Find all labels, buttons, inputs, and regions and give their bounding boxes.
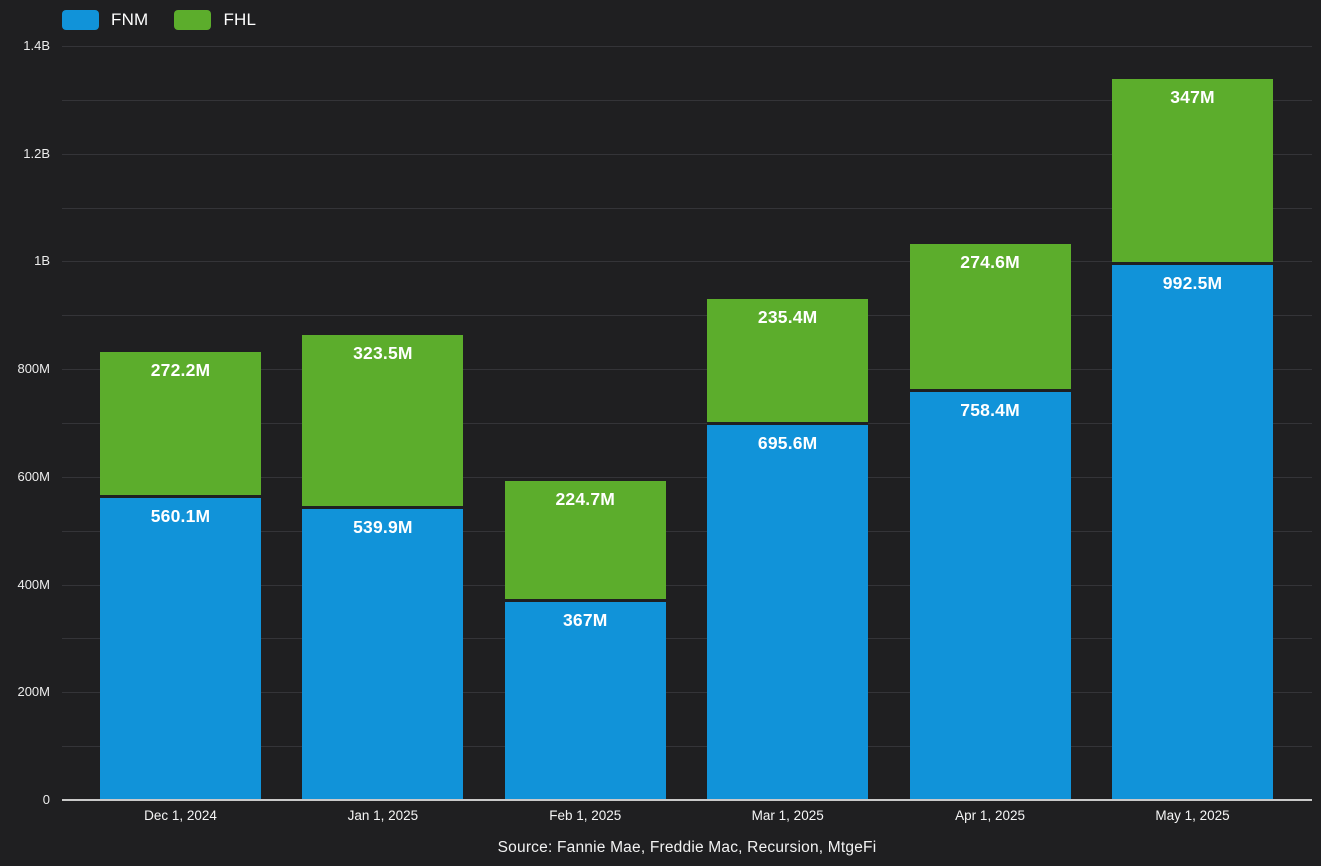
gridline (62, 530, 1312, 532)
gridline (62, 153, 1312, 155)
bar-segment-fnm[interactable] (707, 425, 869, 800)
gridline (62, 746, 1312, 748)
gridline (62, 476, 1312, 478)
legend: FNM FHL (62, 10, 256, 30)
y-axis-tick-label: 600M (17, 468, 50, 484)
gridline (62, 207, 1312, 209)
gridline (62, 584, 1312, 586)
gridline (62, 315, 1312, 317)
gridline (62, 261, 1312, 263)
legend-item-fnm[interactable]: FNM (62, 10, 148, 30)
bar-segment-fhl[interactable] (707, 298, 869, 426)
bar-segment-fhl[interactable] (1112, 78, 1273, 266)
legend-label-fnm: FNM (111, 10, 149, 29)
x-axis-label: Jan 1, 2025 (347, 808, 419, 823)
gridline (62, 99, 1312, 101)
legend-swatch-fhl-icon (174, 10, 212, 30)
bar-segment-fhl[interactable] (302, 334, 464, 510)
gridline (62, 692, 1312, 694)
legend-swatch-fnm-icon (62, 10, 99, 30)
x-axis-label: Feb 1, 2025 (549, 808, 622, 823)
x-axis-label: Mar 1, 2025 (751, 808, 824, 823)
x-axis-label: May 1, 2025 (1155, 808, 1230, 823)
y-axis-tick-label: 1.2B (23, 145, 50, 161)
legend-item-fhl[interactable]: FHL (174, 10, 256, 30)
bar-segment-fhl[interactable] (504, 481, 666, 603)
y-axis-tick-label: 400M (17, 576, 50, 592)
bar-segment-fnm[interactable] (100, 498, 261, 800)
x-axis-label: Dec 1, 2024 (144, 808, 217, 823)
gridline (62, 423, 1312, 424)
x-axis-baseline (62, 799, 1312, 801)
source-caption: Source: Fannie Mae, Freddie Mac, Recursi… (497, 839, 877, 856)
y-axis-tick-label: 0 (42, 792, 50, 807)
legend-label-fhl: FHL (223, 10, 257, 29)
bar-segment-fnm[interactable] (302, 509, 464, 800)
gridline (62, 638, 1312, 640)
bar-segment-fnm[interactable] (1112, 265, 1273, 800)
y-axis-tick-label: 200M (17, 684, 50, 700)
bar-segment-fnm[interactable] (909, 391, 1071, 800)
gridline (62, 369, 1312, 371)
gridline (62, 46, 1312, 47)
y-axis-tick-label: 1B (34, 253, 50, 269)
y-axis-tick-label: 800M (17, 361, 50, 377)
y-axis-tick-label: 1.4B (23, 38, 50, 53)
x-axis-label: Apr 1, 2025 (955, 808, 1025, 823)
bar-segment-fnm[interactable] (504, 602, 666, 800)
bar-segment-fhl[interactable] (100, 351, 261, 499)
bar-segment-fhl[interactable] (909, 243, 1071, 392)
